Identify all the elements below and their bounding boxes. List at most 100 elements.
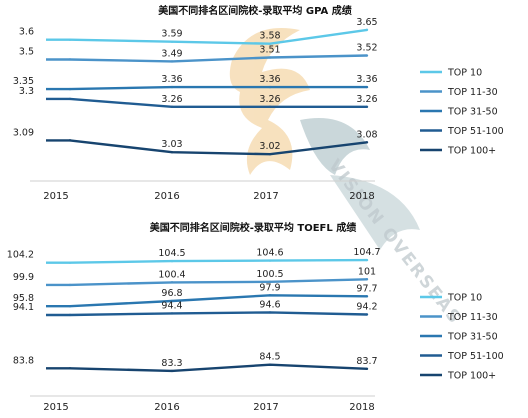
toefl-top-100-plus-point [170,369,174,373]
gpa-top-51-100-point [170,105,174,109]
toefl-top-31-50-data-label: 96.8 [161,288,182,299]
gpa-top-100-plus-data-label: 3.08 [356,129,377,140]
toefl-top-10-point [268,259,272,262]
toefl-top-11-30-point [170,281,174,284]
gpa-top-31-50-point [365,85,369,89]
toefl-top-51-100-data-label: 94.6 [259,299,280,310]
gpa-x-tick-label: 2018 [349,191,374,202]
gpa-top-51-100-data-label: 3.26 [259,94,280,105]
toefl-top-11-30-data-label: 99.9 [13,272,34,283]
gpa-top-51-100-data-label: 3.26 [356,94,377,105]
toefl-top-11-30-line [46,278,368,287]
gpa-chart: 美国不同排名区间院校-录取平均 GPA 成绩 3.6 3.59 3.58 3.65 3.… [13,4,504,202]
toefl-top-51-100-point [170,312,174,315]
toefl-top-31-50-data-label: 97.9 [259,282,280,293]
gpa-top-100-plus-data-label: 3.09 [13,127,34,138]
toefl-top-100-plus-line [46,363,368,373]
toefl-top-51-100-data-label: 94.2 [356,301,377,312]
gpa-x-tick-label: 2016 [154,191,179,202]
gpa-x-tick-label: 2015 [43,191,68,202]
gpa-top-100-plus-point [365,141,369,144]
gpa-top-11-30-data-label: 3.49 [161,48,182,59]
toefl-top-11-30-point [68,283,72,287]
toefl-top-31-50-line [46,294,368,308]
gpa-chart-title: 美国不同排名区间院校-录取平均 GPA 成绩 [158,4,351,17]
gpa-top-10-data-label: 3.59 [161,29,182,40]
toefl-chart-title: 美国不同排名区间院校-录取平均 TOEFL 成绩 [150,221,356,234]
gpa-top-31-50-data-label: 3.35 [13,76,34,87]
toefl-top-11-30-data-label: 100.4 [158,269,185,280]
gpa-top-10-point [68,38,72,41]
toefl-top-11-30-data-label: 100.5 [256,269,283,280]
toefl-top-10-data-label: 104.5 [158,248,185,259]
toefl-x-tick-label: 2018 [349,402,374,413]
gpa-top-10-data-label: 3.65 [356,17,377,28]
toefl-top-10-line [46,258,368,264]
toefl-top-31-50-data-label: 97.7 [356,283,377,294]
toefl-top-10-data-label: 104.7 [353,247,380,258]
toefl-top-10-point [170,259,174,263]
toefl-top-11-30-data-label: 101 [358,266,376,277]
toefl-top-100-plus-data-label: 83.7 [356,356,377,367]
gpa-x-tick-label: 2017 [253,191,278,202]
gpa-top-11-30-point [268,56,272,59]
toefl-top-51-100-point [365,313,369,316]
gpa-top-10-data-label: 3.6 [19,27,34,38]
gpa-top-11-30-line [46,54,368,63]
toefl-top-100-plus-data-label: 83.3 [161,358,182,369]
toefl-x-tick-label: 2015 [43,402,68,413]
gpa-top-11-30-data-label: 3.51 [259,44,280,55]
toefl-top-100-plus-data-label: 83.8 [13,355,34,366]
toefl-top-31-50-point [365,295,369,298]
toefl-top-10-point [68,261,72,264]
gpa-top-100-plus-point [170,151,174,154]
toefl-top-100-plus-point [365,367,369,371]
toefl-top-51-100-data-label: 94.4 [161,300,182,311]
gpa-top-11-30-point [68,58,72,61]
gpa-top-31-50-data-label: 3.36 [356,74,377,85]
toefl-top-51-100-point [68,313,72,317]
gpa-top-100-plus-point [268,152,272,156]
toefl-top-11-30-legend-label: TOP 11-30 [447,312,498,323]
gpa-top-11-30-point [170,60,174,63]
toefl-top-31-50-data-label: 95.8 [13,293,34,304]
toefl-chart: 美国不同排名区间院校-录取平均 TOEFL 成绩 104.2 104.5 104.6… [7,221,504,413]
gpa-top-51-100-line [46,97,367,108]
gpa-top-31-50-legend-label: TOP 31-50 [447,107,498,118]
gpa-top-100-plus-point [68,139,72,142]
gpa-top-31-50-point [170,85,174,89]
toefl-top-100-plus-data-label: 84.5 [259,352,280,363]
gpa-top-100-plus-data-label: 3.02 [259,141,280,152]
toefl-top-10-data-label: 104.2 [7,250,34,261]
gpa-top-51-100-point [68,97,72,101]
gpa-top-10-point [268,42,272,45]
toefl-top-31-50-point [170,299,174,303]
toefl-top-100-plus-point [68,367,72,370]
gpa-top-31-50-data-label: 3.36 [259,74,280,85]
gpa-top-10-data-label: 3.58 [259,31,280,42]
gpa-top-11-30-data-label: 3.52 [356,43,377,54]
toefl-top-11-30-point [365,278,369,281]
watermark-text: VISION OVERSEAS [324,156,465,329]
gpa-top-31-50-data-label: 3.36 [161,74,182,85]
toefl-top-51-100-point [268,311,272,314]
toefl-top-100-plus-legend-label: TOP 100+ [447,371,496,382]
gpa-top-11-30-data-label: 3.5 [19,46,34,57]
toefl-top-100-plus-point [268,363,272,366]
gpa-top-100-plus-legend-label: TOP 100+ [447,146,496,157]
gpa-top-51-100-point [268,105,272,109]
gpa-top-11-30-legend-label: TOP 11-30 [447,87,498,98]
gpa-top-100-plus-data-label: 3.03 [161,139,182,150]
gpa-top-51-100-legend-label: TOP 51-100 [447,126,504,137]
gpa-top-31-50-line [46,85,367,91]
toefl-x-tick-label: 2016 [154,402,179,413]
gpa-top-10-point [365,28,369,32]
toefl-top-51-100-data-label: 94.1 [13,302,34,313]
toefl-top-31-50-legend-label: TOP 31-50 [447,332,498,343]
toefl-x-tick-label: 2017 [253,402,278,413]
toefl-top-51-100-line [46,311,368,317]
gpa-top-10-point [170,40,174,43]
gpa-top-51-100-data-label: 3.3 [19,86,34,97]
toefl-top-51-100-legend-label: TOP 51-100 [447,351,504,362]
